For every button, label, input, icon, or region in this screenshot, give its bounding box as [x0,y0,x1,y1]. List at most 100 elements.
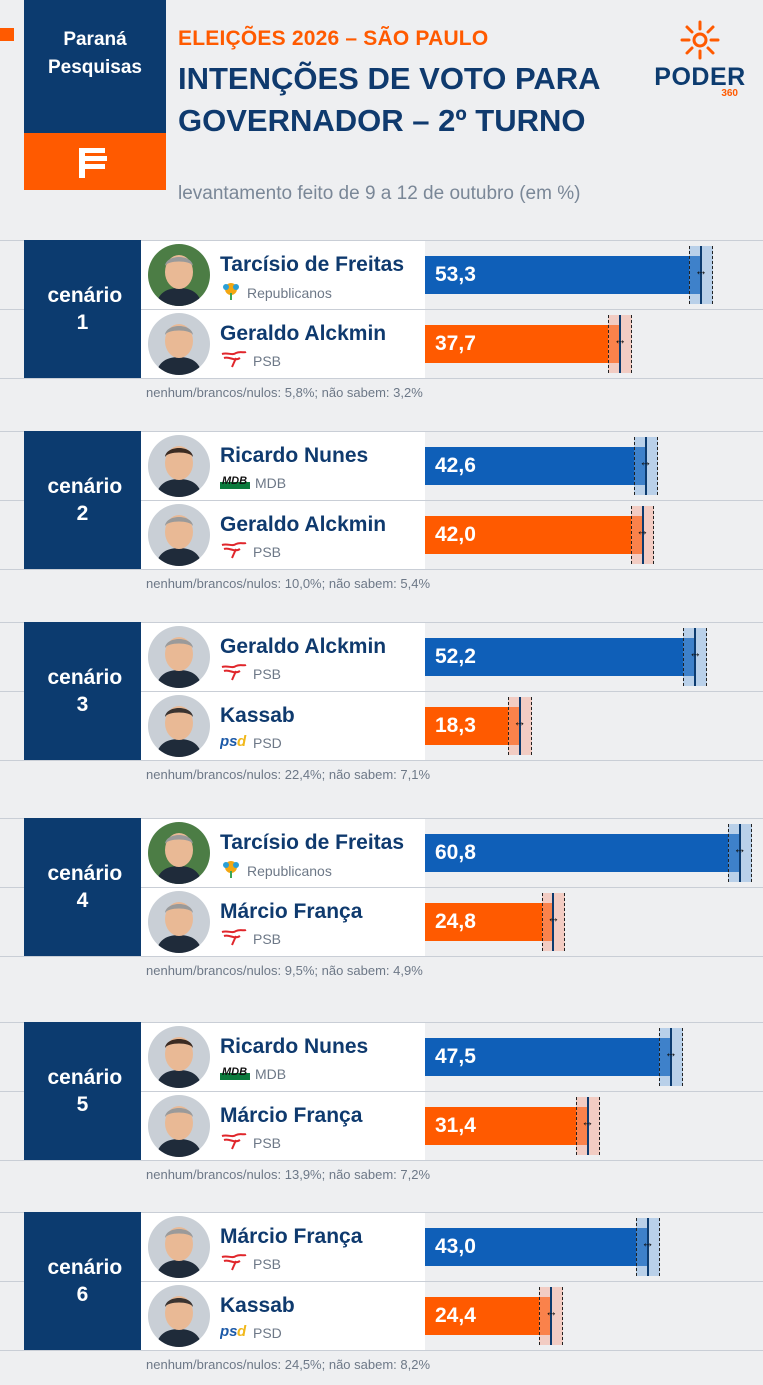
scenario-4: cenário 4 Tarcísio de Freitas Republicanos… [0,818,763,986]
bar-leader: 43,0 [425,1228,648,1266]
party-label: PSB [253,930,282,947]
scenario-2: cenário 2 Ricardo Nunes MDB MDB 42,6 ↔ Geraldo… [0,431,763,599]
double-arrow-icon: ↔ [694,263,708,278]
candidate-party: ps d PSD [219,1322,282,1343]
candidate-photo [148,695,210,757]
psb-icon [220,928,248,949]
candidate-party: ps d PSD [219,732,282,753]
candidate-party: MDB MDB [220,1063,286,1084]
svg-text:MDB: MDB [222,1066,247,1078]
scenario-6: cenário 6 Márcio França PSB 43,0 ↔ Kassab ps d P… [0,1212,763,1380]
candidate-photo [148,504,210,566]
bar-value-label: 18,3 [435,714,476,737]
candidate-name: Tarcísio de Freitas [220,831,405,854]
psb-icon [220,541,248,562]
psb-icon [220,350,248,371]
candidate-name: Geraldo Alckmin [220,322,387,345]
candidate-row: Márcio França PSB [141,888,425,956]
mdb-icon: MDB [220,1063,250,1084]
row-divider [0,818,763,819]
margin-of-error-center [670,1028,673,1086]
margin-of-error: ↔ [630,506,655,564]
margin-of-error-center [552,893,555,951]
margin-of-error-center [586,1097,589,1155]
row-divider [0,887,763,888]
margin-of-error: ↔ [541,893,566,951]
candidate-row: Ricardo Nunes MDB MDB [141,432,425,500]
row-divider [0,1022,763,1023]
candidate-photo [148,313,210,375]
margin-of-error-center [644,437,647,495]
candidate-photo [148,891,210,953]
candidate-party: PSB [220,928,281,949]
party-label: PSD [253,734,282,751]
bar-value-label: 47,5 [435,1045,476,1068]
row-divider [0,956,763,957]
party-label: PSB [253,1134,282,1151]
scenario-5: cenário 5 Ricardo Nunes MDB MDB 47,5 ↔ Márcio … [0,1022,763,1190]
candidate-photo [148,626,210,688]
bar-leader: 52,2 [425,638,696,676]
scenario-note: nenhum/brancos/nulos: 13,9%; não sabem: … [146,1167,431,1182]
bar-leader: 60,8 [425,834,740,872]
kicker: ELEIÇÕES 2026 – SÃO PAULO [178,27,489,50]
row-divider [0,309,763,310]
scenario-label: cenário 4 [24,818,141,956]
bar-challenger: 24,8 [425,903,554,941]
party-label: Republicanos [247,284,332,301]
row-divider [0,1091,763,1092]
candidate-name: Márcio França [220,900,363,923]
scenario-note: nenhum/brancos/nulos: 22,4%; não sabem: … [146,767,431,782]
page-title: INTENÇÕES DE VOTO PARA GOVERNADOR – 2º T… [178,61,600,138]
orange-marker [0,28,14,41]
candidate-party: PSB [220,1253,281,1274]
margin-of-error: ↔ [539,1287,564,1345]
scenario-label: cenário 6 [24,1212,141,1350]
candidate-row: Kassab ps d PSD [141,1282,425,1350]
bar-value-label: 43,0 [435,1235,476,1258]
double-arrow-icon: ↔ [546,910,560,925]
republicanos-icon [220,859,242,882]
margin-of-error-center [619,315,622,373]
scenario-label: cenário 5 [24,1022,141,1160]
scenario-label: cenário 3 [24,622,141,760]
margin-of-error: ↔ [728,824,752,882]
scenario-label: cenário 2 [24,431,141,569]
candidate-row: Tarcísio de Freitas Republicanos [141,819,425,887]
candidate-party: PSB [220,663,281,684]
party-label: PSB [253,1255,282,1272]
scenario-label-text: cenário 5 [47,1066,123,1116]
candidate-name: Geraldo Alckmin [220,513,387,536]
psd-icon: ps d [219,732,248,753]
scenario-label-text: cenário 6 [47,1256,123,1306]
margin-of-error-center [738,824,741,882]
row-divider [0,378,763,379]
party-label: Republicanos [247,862,332,879]
bar-value-label: 24,4 [435,1304,476,1327]
row-divider [0,569,763,570]
svg-text:ps: ps [220,1323,238,1340]
candidate-row: Geraldo Alckmin PSB [141,310,425,378]
bar-value-label: 52,2 [435,645,476,668]
row-divider [0,1281,763,1282]
svg-text:d: d [237,1323,247,1340]
bar-challenger: 31,4 [425,1107,588,1145]
svg-text:d: d [237,733,247,750]
candidate-name: Geraldo Alckmin [220,635,387,658]
row-divider [0,760,763,761]
bar-value-label: 37,7 [435,332,476,355]
candidate-name: Márcio França [220,1104,363,1127]
bar-challenger: 24,4 [425,1297,552,1335]
row-divider [0,1350,763,1351]
bar-value-label: 60,8 [435,841,476,864]
row-divider [0,431,763,432]
scenario-3: cenário 3 Geraldo Alckmin PSB 52,2 ↔ Kassab ps… [0,622,763,790]
candidate-row: Ricardo Nunes MDB MDB [141,1023,425,1091]
candidate-row: Márcio França PSB [141,1213,425,1281]
bar-leader: 47,5 [425,1038,672,1076]
double-arrow-icon: ↔ [636,523,650,538]
margin-of-error: ↔ [635,1218,660,1276]
candidate-row: Tarcísio de Freitas Republicanos [141,241,425,309]
candidate-photo [148,435,210,497]
row-divider [0,500,763,501]
